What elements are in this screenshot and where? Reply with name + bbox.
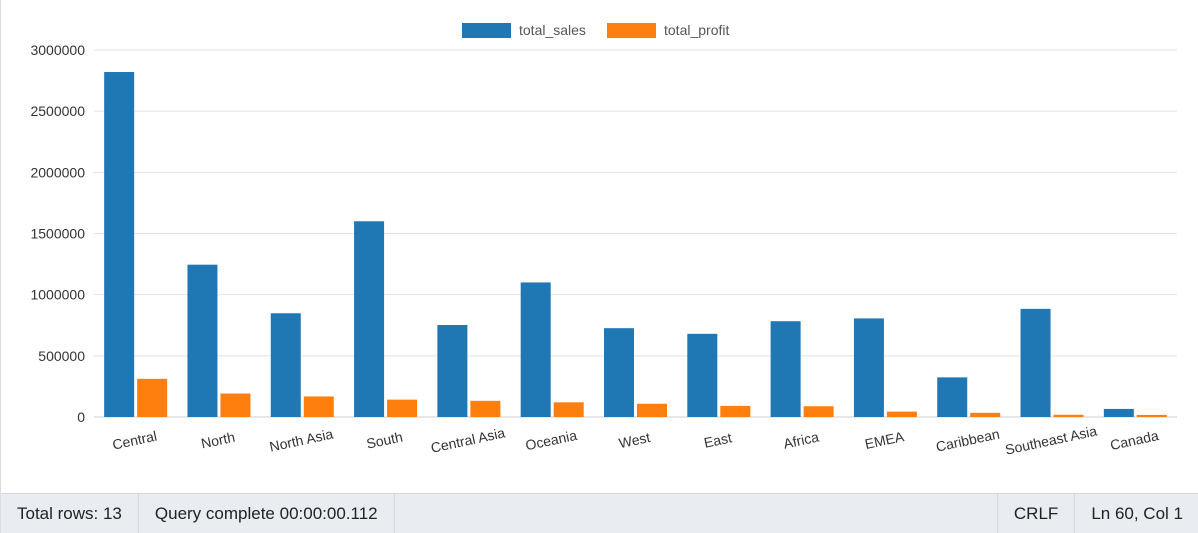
bar-total_sales-emea xyxy=(853,318,884,417)
bar-total_sales-caribbean xyxy=(937,377,968,417)
x-tick-label: EMEA xyxy=(863,428,906,452)
status-bar: Total rows: 13 Query complete 00:00:00.1… xyxy=(1,493,1198,533)
bar-total_sales-south xyxy=(354,221,385,417)
y-tick-label: 2500000 xyxy=(30,103,85,119)
chart-area: 0 500000 1000000 1500000 2000000 2500000 30000… xyxy=(1,0,1198,493)
y-tick-label: 1000000 xyxy=(30,287,85,303)
x-tick-label: North xyxy=(200,429,237,452)
bar-total_profit-south xyxy=(387,399,418,417)
x-tick-label: Southeast Asia xyxy=(1004,423,1099,458)
x-tick-label: Central Asia xyxy=(429,424,506,455)
x-tick-label: South xyxy=(365,428,404,451)
bar-total_profit-north xyxy=(220,393,251,417)
status-bar-spacer xyxy=(395,494,997,533)
x-tick-label: Oceania xyxy=(524,427,579,454)
bar-total_sales-north-asia xyxy=(270,313,301,417)
bar-total_sales-central xyxy=(104,72,135,418)
bar-total_sales-africa xyxy=(770,321,801,417)
x-tick-label: Caribbean xyxy=(934,426,1001,455)
legend-swatch-total_sales xyxy=(462,23,511,38)
bar-total_profit-west xyxy=(637,403,667,417)
y-tick-label: 3000000 xyxy=(30,42,85,58)
line-ending-indicator[interactable]: CRLF xyxy=(996,494,1074,533)
bar-total_sales-oceania xyxy=(520,282,551,417)
y-tick-label: 1500000 xyxy=(30,226,85,242)
bar-total_profit-east xyxy=(720,405,751,417)
x-tick-label: West xyxy=(617,429,651,451)
x-tick-label: Africa xyxy=(782,429,821,452)
bar-total_sales-central-asia xyxy=(437,325,468,417)
x-tick-label: East xyxy=(702,429,733,450)
cursor-position-indicator[interactable]: Ln 60, Col 1 xyxy=(1074,494,1198,533)
bar-total_profit-caribbean xyxy=(970,412,1001,417)
y-tick-label: 0 xyxy=(77,409,85,425)
bar-total_sales-east xyxy=(687,333,718,417)
bar-total_profit-southeast-asia xyxy=(1053,414,1084,417)
bar-total_profit-canada xyxy=(1136,414,1167,417)
bar-total_sales-north xyxy=(187,264,218,417)
y-tick-label: 500000 xyxy=(38,348,85,364)
bar-total_sales-southeast-asia xyxy=(1020,308,1051,417)
bar-chart: 0 500000 1000000 1500000 2000000 2500000 30000… xyxy=(30,22,1177,458)
x-tick-label: North Asia xyxy=(268,426,335,455)
total-rows-indicator: Total rows: 13 xyxy=(1,494,139,533)
query-status: Query complete 00:00:00.112 xyxy=(139,494,395,533)
y-tick-label: 2000000 xyxy=(30,164,85,180)
bar-total_sales-canada xyxy=(1103,408,1134,417)
bar-total_profit-emea xyxy=(886,411,917,417)
bar-total_profit-oceania xyxy=(553,402,584,417)
bar-total_profit-central-asia xyxy=(470,400,501,417)
legend-swatch-total_profit xyxy=(607,23,656,38)
legend-label-total_profit: total_profit xyxy=(664,22,729,38)
legend-label-total_sales: total_sales xyxy=(519,22,586,38)
bar-total_profit-north-asia xyxy=(303,396,334,417)
x-tick-label: Canada xyxy=(1109,427,1161,453)
bar-total_profit-africa xyxy=(803,406,834,417)
bar-total_sales-west xyxy=(604,328,634,417)
x-tick-label: Central xyxy=(111,428,158,453)
bar-total_profit-central xyxy=(137,378,168,417)
